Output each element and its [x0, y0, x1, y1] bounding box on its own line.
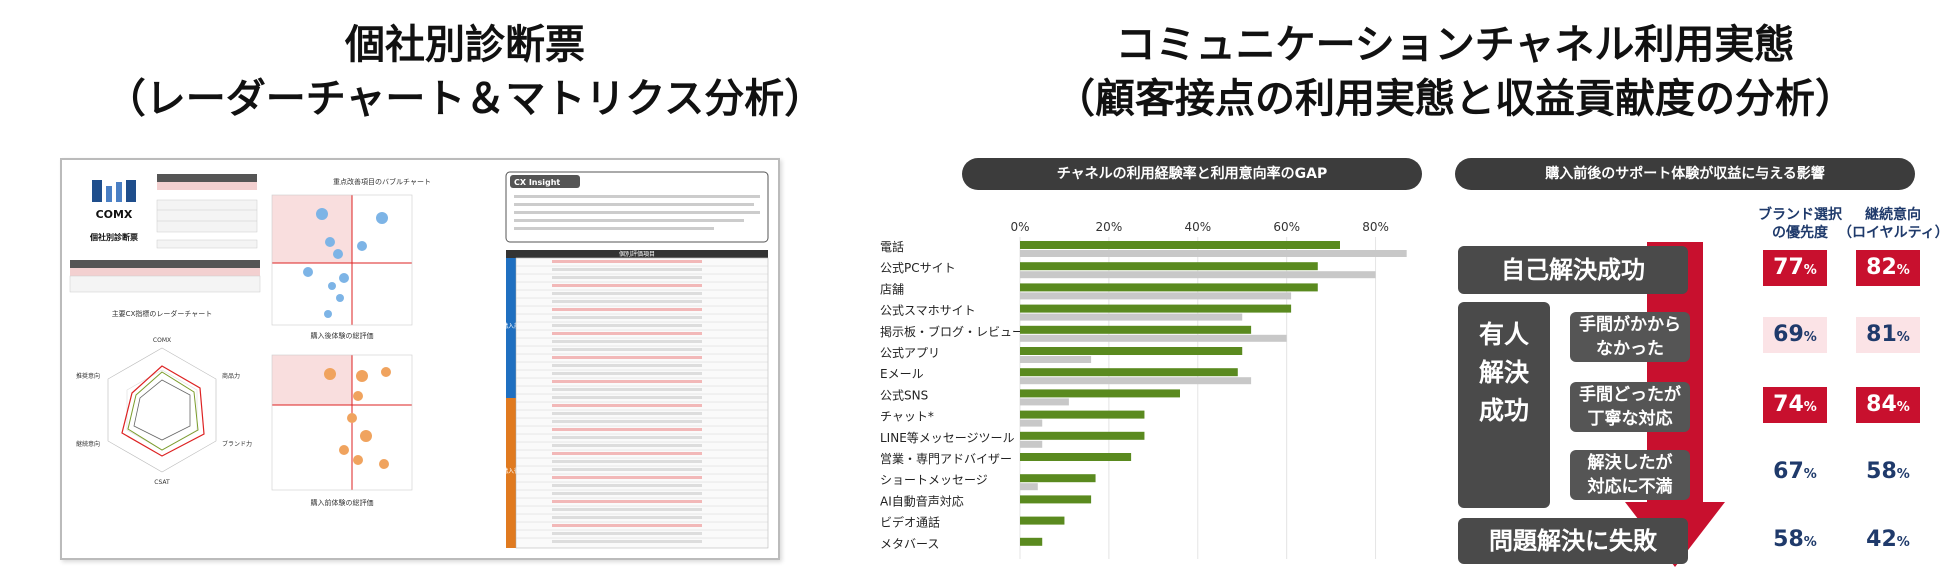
category-label: 公式スマホサイト — [880, 304, 976, 318]
radar-axis-label: 推奨意向 — [76, 372, 100, 380]
right-title-line2: （顧客接点の利用実態と収益貢献度の分析） — [1055, 76, 1855, 122]
radar-axis-label: COMX — [153, 337, 171, 344]
loyalty-value: 42% — [1866, 527, 1910, 552]
bubble-chart-title: 重点改善項目のバブルチャート — [333, 177, 431, 186]
category-label: Eメール — [880, 367, 924, 381]
brand-priority-value: 77% — [1763, 250, 1827, 286]
category-label: 公式アプリ — [880, 346, 940, 360]
brand-priority-value: 74% — [1763, 387, 1827, 423]
loyalty-value: 82% — [1856, 250, 1920, 286]
brand-priority-value: 69% — [1763, 317, 1827, 353]
category-label: 電話 — [880, 239, 904, 254]
x-tick-label: 0% — [1010, 220, 1029, 234]
x-tick-label: 60% — [1273, 220, 1300, 234]
category-label: チャット* — [880, 410, 934, 424]
bar-series-2 — [1020, 419, 1043, 427]
insight-title: CX Insight — [514, 178, 560, 187]
comx-logo — [92, 180, 136, 202]
category-label: LINE等メッセージツール — [880, 431, 1015, 445]
loyalty-value: 58% — [1866, 459, 1910, 484]
bar-series-1 — [1020, 516, 1065, 525]
bar-series-2 — [1020, 334, 1287, 342]
bar-series-1 — [1020, 283, 1318, 292]
table-section-label: 購入前 — [502, 322, 520, 330]
bar-series-2 — [1020, 398, 1069, 406]
x-axis-label: 購入前体験の総評価 — [311, 498, 374, 507]
table-header: 個別評価項目 — [619, 250, 655, 258]
bar-series-1 — [1020, 474, 1096, 483]
category-label: AI自動音声対応 — [880, 493, 964, 508]
x-tick-label: 80% — [1362, 220, 1389, 234]
bar-series-1 — [1020, 325, 1252, 334]
bar-series-1 — [1020, 537, 1043, 546]
x-axis-label: 購入後体験の総評価 — [311, 331, 374, 340]
left-title: 個社別診断票 （レーダーチャート＆マトリクス分析） — [0, 18, 930, 126]
bar-series-2 — [1020, 356, 1092, 363]
cx-insight-panel: CX Insight — [505, 171, 769, 243]
sub-row-careful: 手間どったが 丁寧な対応 — [1570, 382, 1690, 432]
bar-series-1 — [1020, 347, 1243, 355]
diagnosis-sheet-thumbnail: COMX 個社別診断票 主要CX指標のレーダーチャート COMX 商品力 ブラン… — [60, 158, 780, 560]
bar-series-2 — [1020, 483, 1038, 491]
summary-table — [69, 174, 261, 293]
col-header-brand: ブランド選択 の優先度 — [1758, 207, 1842, 241]
radar-title: 主要CX指標のレーダーチャート — [112, 309, 213, 318]
bar-series-1 — [1020, 389, 1180, 398]
left-title-line1: 個社別診断票 — [345, 22, 585, 68]
sub-row-unsatisfied: 解決したが 対応に不満 — [1570, 450, 1690, 500]
bar-series-1 — [1020, 431, 1145, 440]
bar-series-2 — [1020, 377, 1252, 385]
radar-chart: COMX 商品力 ブランド力 CSAT 継続意向 推奨意向 — [76, 337, 252, 486]
radar-axis-label: 商品力 — [222, 372, 240, 380]
card-title: 個社別診断票 — [89, 232, 138, 242]
gap-chart-header: チャネルの利用経験率と利用意向率のGAP — [962, 158, 1422, 190]
x-tick-label: 20% — [1096, 220, 1123, 234]
category-label: ビデオ通話 — [880, 515, 940, 530]
radar-axis-label: 継続意向 — [76, 440, 100, 448]
left-title-line2: （レーダーチャート＆マトリクス分析） — [105, 76, 825, 122]
category-label: メタバース — [880, 537, 939, 551]
evaluation-table: 個別評価項目 購入前 購入後 — [502, 250, 769, 549]
bar-series-2 — [1020, 292, 1292, 300]
brand-name: COMX — [96, 208, 133, 221]
self-resolved-box: 自己解決成功 — [1458, 246, 1688, 294]
table-section-label: 購入後 — [502, 467, 520, 475]
bar-series-2 — [1020, 250, 1407, 257]
category-label: ショートメッセージ — [880, 473, 988, 487]
bubble-chart-top: 購入後体験の総評価 — [271, 194, 413, 340]
bar-series-1 — [1020, 368, 1238, 377]
human-resolved-box: 有人 解決 成功 — [1458, 302, 1550, 508]
bar-series-1 — [1020, 241, 1340, 249]
sub-row-easy: 手間がかから なかった — [1570, 312, 1690, 362]
bar-series-1 — [1020, 262, 1318, 271]
brand-priority-value: 58% — [1773, 527, 1817, 552]
category-label: 公式PCサイト — [880, 261, 956, 275]
loyalty-value: 84% — [1856, 387, 1920, 423]
diagnosis-sheet-svg: COMX 個社別診断票 主要CX指標のレーダーチャート COMX 商品力 ブラン… — [69, 171, 769, 549]
bar-series-2 — [1020, 440, 1043, 448]
impact-header: 購入前後のサポート体験が収益に与える影響 — [1455, 158, 1915, 190]
category-label: 営業・専門アドバイザー — [880, 452, 1012, 466]
brand-priority-value: 67% — [1773, 459, 1817, 484]
bar-series-2 — [1020, 313, 1243, 321]
bubble-chart-bottom: 購入前体験の総評価 — [271, 354, 413, 507]
radar-axis-label: CSAT — [154, 479, 170, 486]
category-label: 公式SNS — [880, 388, 928, 402]
bar-series-1 — [1020, 410, 1145, 419]
right-title-line1: コミュニケーションチャネル利用実態 — [1115, 22, 1795, 68]
radar-axis-label: ブランド力 — [222, 440, 252, 448]
category-label: 店舗 — [880, 282, 904, 296]
gap-bar-chart: 0% 20% 40% 60% 80% 電話公式PCサイト店舗公式スマホサイト掲示板・ブログ… — [880, 220, 1407, 559]
bar-series-2 — [1020, 271, 1376, 279]
failed-box: 問題解決に失敗 — [1458, 518, 1688, 564]
impact-diagram: ブランド選択 の優先度 継続意向 （ロイヤルティ） 自己解決成功 有人 解決 成… — [1455, 200, 1949, 575]
right-title: コミュニケーションチャネル利用実態 （顧客接点の利用実態と収益貢献度の分析） — [960, 18, 1950, 126]
loyalty-value: 81% — [1856, 317, 1920, 353]
bar-series-1 — [1020, 495, 1092, 504]
x-tick-label: 40% — [1184, 220, 1211, 234]
category-label: 掲示板・ブログ・レビュー — [880, 324, 1024, 339]
bar-series-1 — [1020, 453, 1132, 461]
bar-series-1 — [1020, 304, 1292, 313]
col-header-loyalty: 継続意向 （ロイヤルティ） — [1838, 207, 1949, 241]
